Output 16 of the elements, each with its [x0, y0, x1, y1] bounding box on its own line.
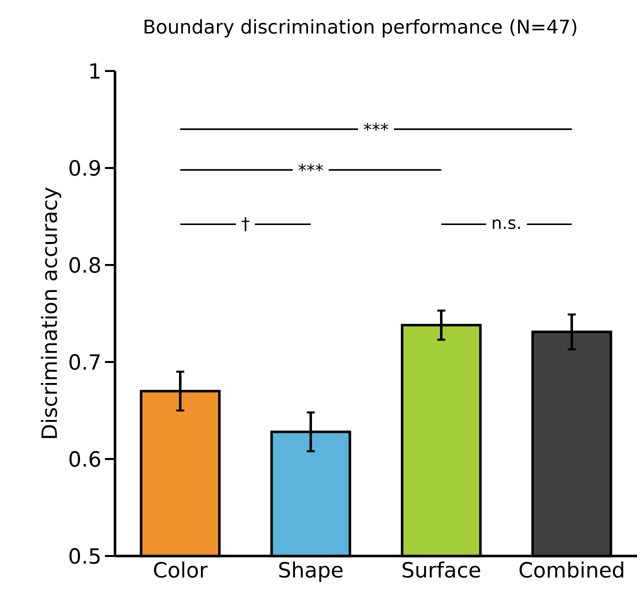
y-tick-label: 0.9	[69, 160, 100, 176]
y-tick-label: 0.5	[69, 548, 100, 564]
y-tick-label: 0.7	[69, 354, 100, 370]
y-tick-label: 0.6	[69, 451, 100, 467]
annotation: ***	[364, 122, 388, 131]
y-tick-label: 1	[90, 63, 100, 79]
annotation: n.s.	[492, 219, 520, 230]
x-tick-label: Shape	[279, 562, 343, 582]
y-axis-title: Discrimination accuracy	[40, 188, 62, 438]
annotation: ***	[298, 164, 324, 172]
x-tick-label: Color	[154, 562, 208, 578]
annotation: †	[242, 217, 250, 232]
x-tick-label: Surface	[402, 562, 480, 578]
y-tick-label: 0.8	[69, 257, 100, 273]
x-tick-label: Combined	[520, 562, 624, 578]
chart-title: Boundary discrimination performance (N=47)	[144, 19, 576, 38]
